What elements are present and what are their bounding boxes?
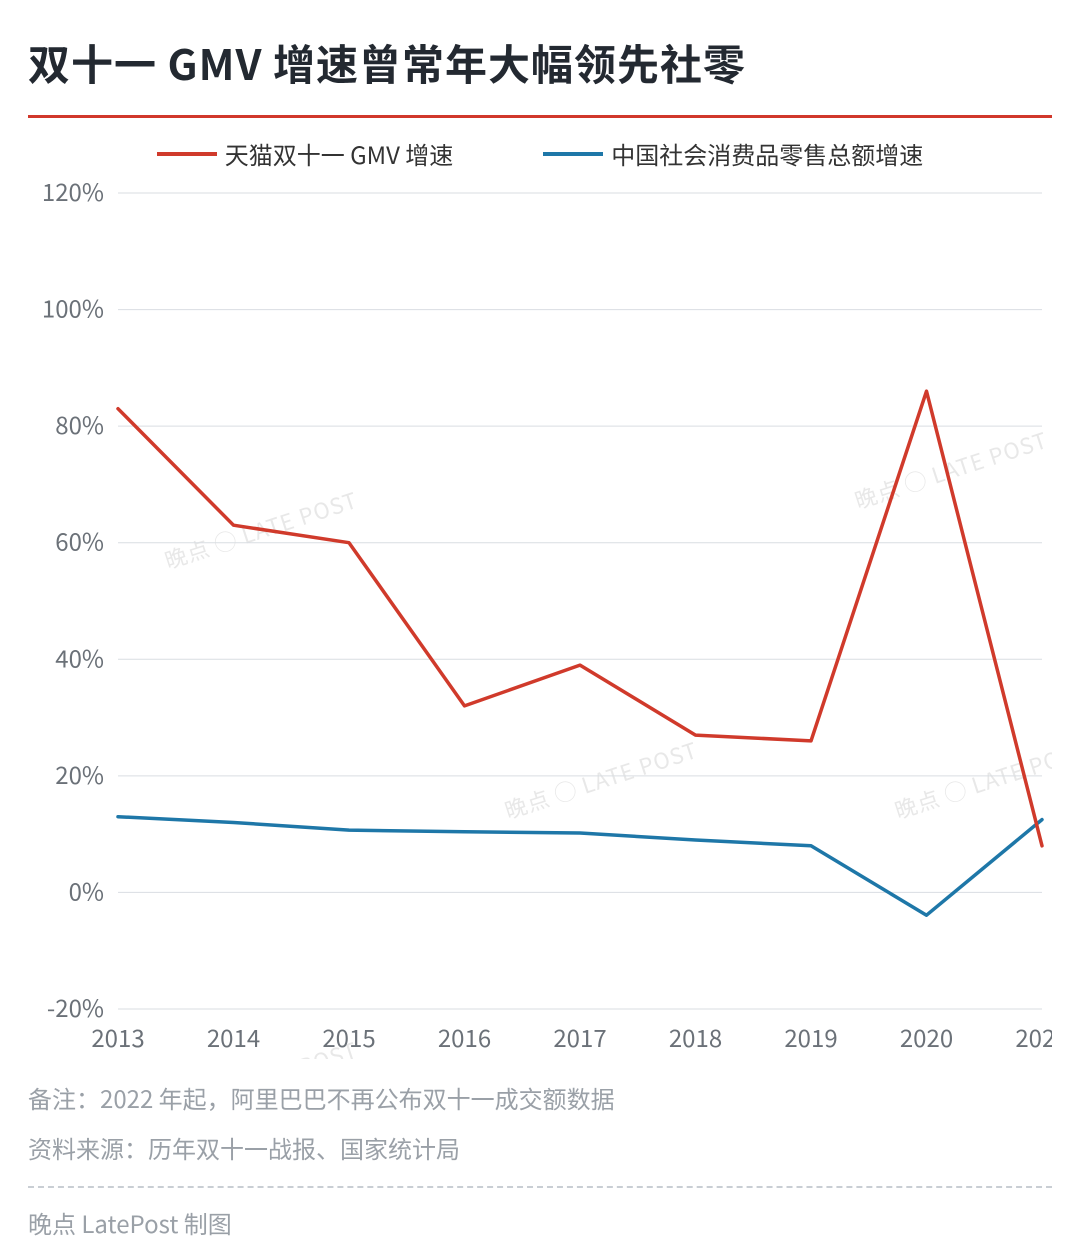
svg-text:20%: 20%	[55, 756, 104, 791]
svg-text:2017: 2017	[553, 1019, 606, 1054]
footer-divider	[28, 1186, 1052, 1188]
svg-text:2018: 2018	[669, 1019, 722, 1054]
svg-text:晚点 ◯ LATE POST: 晚点 ◯ LATE POST	[500, 733, 701, 826]
svg-text:80%: 80%	[55, 406, 104, 441]
svg-text:2016: 2016	[438, 1019, 491, 1054]
svg-text:2019: 2019	[784, 1019, 837, 1054]
svg-text:0%: 0%	[69, 872, 104, 907]
legend-item-s1: 天猫双十一 GMV 增速	[157, 136, 454, 171]
svg-text:晚点 ◯ LATE POST: 晚点 ◯ LATE POST	[850, 423, 1051, 516]
svg-text:2020: 2020	[900, 1019, 953, 1054]
svg-text:2014: 2014	[207, 1019, 260, 1054]
svg-text:100%: 100%	[42, 290, 104, 325]
legend-label-s2: 中国社会消费品零售总额增速	[611, 136, 923, 171]
footer-source-text: 历年双十一战报、国家统计局	[148, 1130, 460, 1165]
svg-text:2013: 2013	[91, 1019, 144, 1054]
chart-title: 双十一 GMV 增速曾常年大幅领先社零	[28, 32, 1052, 93]
footer: 备注：2022 年起，阿里巴巴不再公布双十一成交额数据 资料来源：历年双十一战报…	[28, 1073, 1052, 1248]
title-rule	[28, 115, 1052, 118]
svg-text:40%: 40%	[55, 639, 104, 674]
chart-svg: 晚点 ◯ LATE POST 晚点 ◯ LATE POST 晚点 ◯ LATE PO…	[28, 179, 1052, 1059]
legend-swatch-s1	[157, 152, 217, 156]
legend-swatch-s2	[543, 152, 603, 156]
chart: 晚点 ◯ LATE POST 晚点 ◯ LATE POST 晚点 ◯ LATE PO…	[28, 179, 1052, 1059]
legend-item-s2: 中国社会消费品零售总额增速	[543, 136, 923, 171]
footer-note: 备注：2022 年起，阿里巴巴不再公布双十一成交额数据	[28, 1073, 1052, 1123]
svg-text:晚点 ◯ LATE POST: 晚点 ◯ LATE POST	[890, 733, 1052, 826]
svg-text:120%: 120%	[42, 179, 104, 208]
svg-text:60%: 60%	[55, 523, 104, 558]
svg-text:2021: 2021	[1015, 1019, 1052, 1054]
footer-note-text: 2022 年起，阿里巴巴不再公布双十一成交额数据	[100, 1080, 615, 1115]
footer-source: 资料来源：历年双十一战报、国家统计局	[28, 1123, 1052, 1173]
footer-note-label: 备注：	[28, 1080, 100, 1115]
footer-credit: 晚点 LatePost 制图	[28, 1198, 1052, 1248]
svg-text:2015: 2015	[322, 1019, 375, 1054]
legend: 天猫双十一 GMV 增速 中国社会消费品零售总额增速	[28, 136, 1052, 171]
footer-source-label: 资料来源：	[28, 1130, 148, 1165]
legend-label-s1: 天猫双十一 GMV 增速	[225, 136, 454, 171]
